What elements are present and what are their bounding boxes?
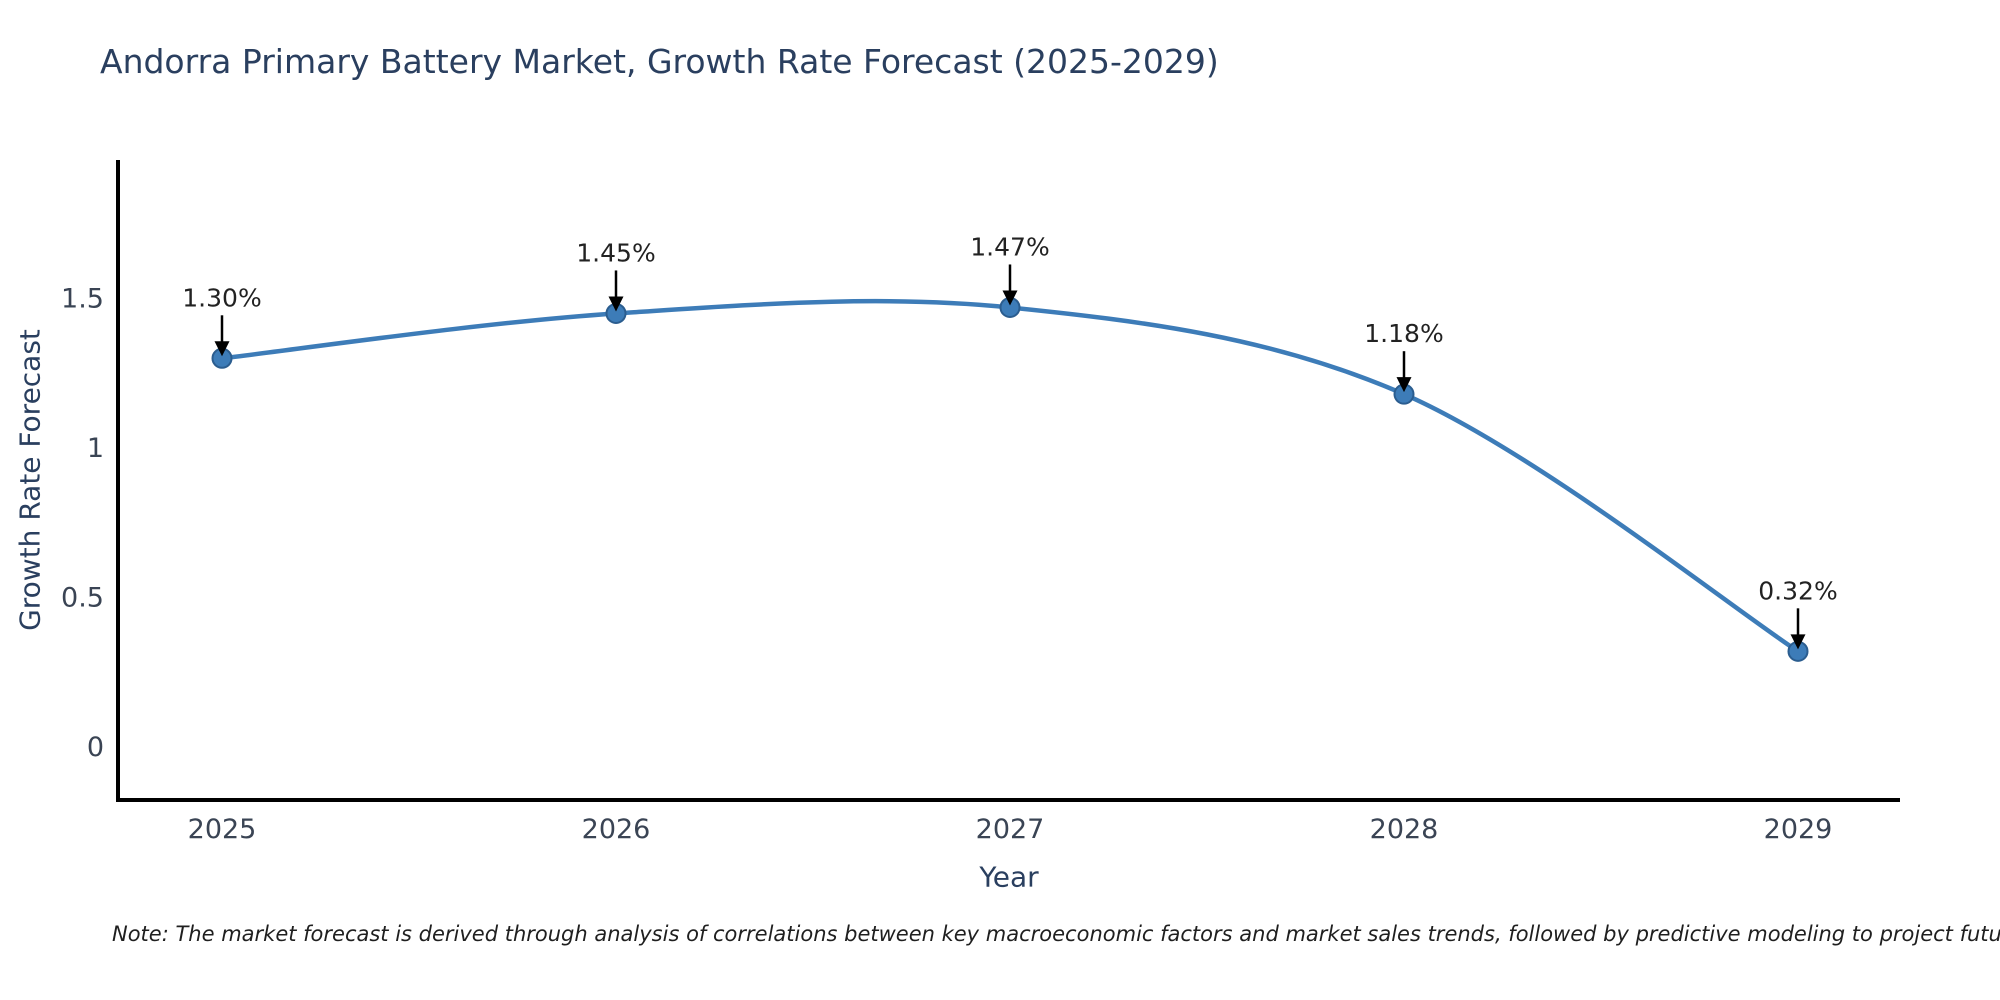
x-tick-label-2027: 2027 <box>976 814 1045 845</box>
forecast-line <box>219 298 1801 654</box>
annotation-arrow-head-2028 <box>1396 377 1412 393</box>
x-tick-label-2025: 2025 <box>188 814 257 845</box>
y-tick-label-1: 1 <box>87 433 104 464</box>
annotation-label-2029: 0.32% <box>1758 576 1837 605</box>
x-tick-label-2028: 2028 <box>1370 814 1439 845</box>
annotation-label-2028: 1.18% <box>1364 319 1443 348</box>
y-tick-label-0.5: 0.5 <box>61 583 104 614</box>
annotation-label-2026: 1.45% <box>576 238 655 267</box>
annotation-label-2025: 1.30% <box>182 283 261 312</box>
annotation-arrow-head-2026 <box>608 296 624 312</box>
x-tick-label-2029: 2029 <box>1764 814 1833 845</box>
annotation-arrow-head-2027 <box>1002 290 1018 306</box>
x-tick-label-2026: 2026 <box>582 814 651 845</box>
y-tick-label-1.5: 1.5 <box>61 284 104 315</box>
annotation-label-2027: 1.47% <box>970 232 1049 261</box>
annotation-arrow-head-2025 <box>214 341 230 357</box>
chart-title: Andorra Primary Battery Market, Growth R… <box>100 42 1219 81</box>
y-axis-title: Growth Rate Forecast <box>13 329 47 631</box>
x-axis-title: Year <box>979 860 1039 894</box>
y-tick-label-0: 0 <box>87 732 104 763</box>
footnote: Note: The market forecast is derived thr… <box>112 922 2000 946</box>
annotation-arrow-head-2029 <box>1790 634 1806 650</box>
